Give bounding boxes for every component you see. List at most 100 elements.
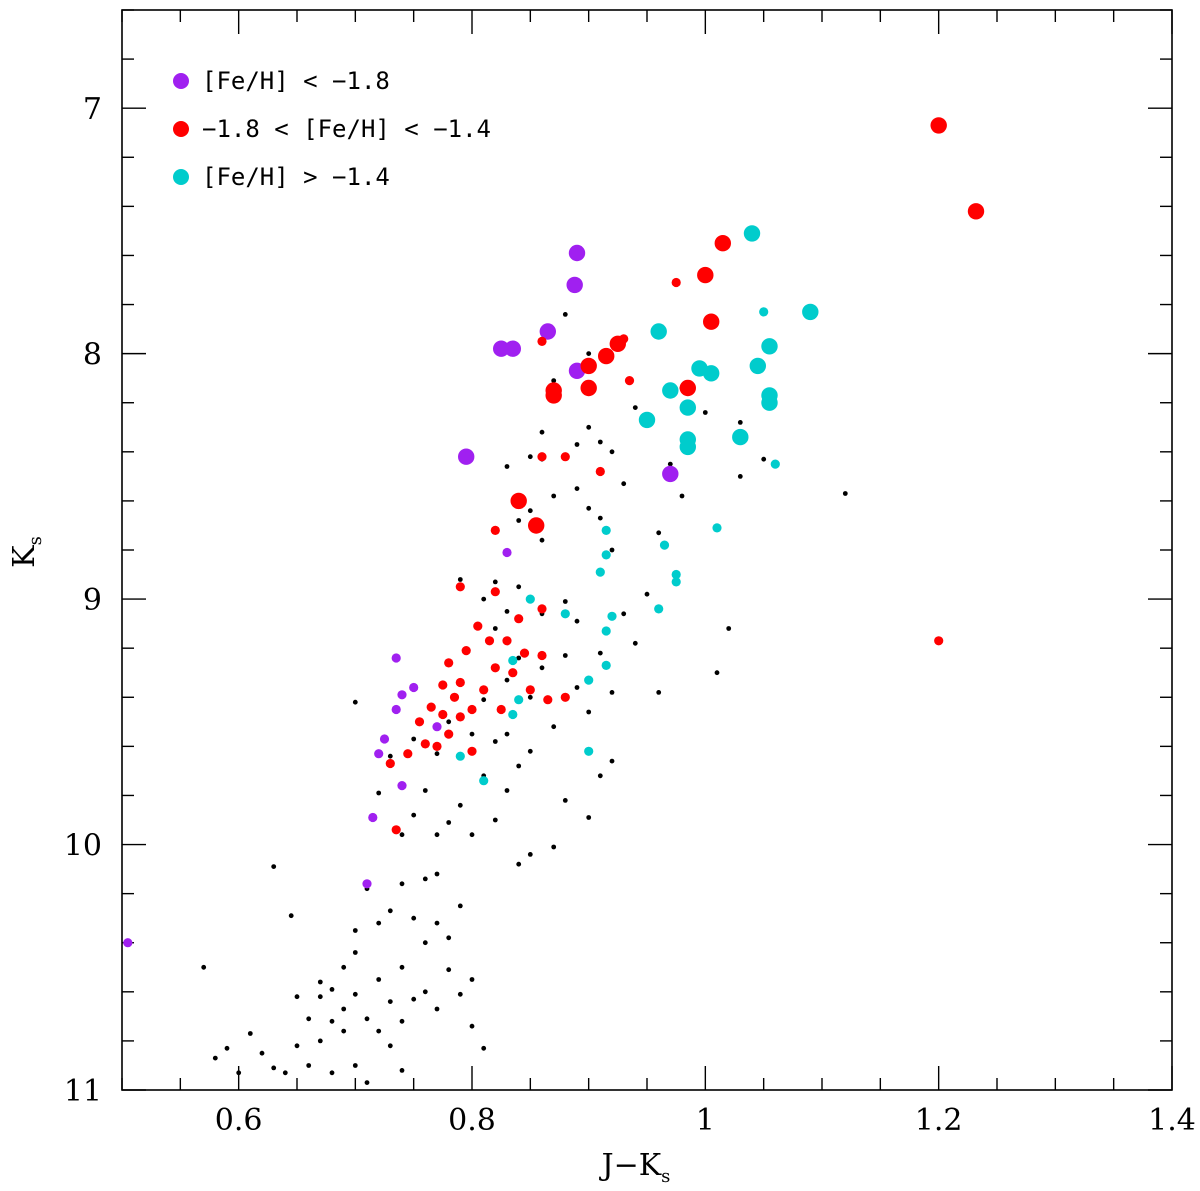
star-point-small bbox=[432, 741, 442, 752]
field-star-point bbox=[399, 832, 405, 838]
star-point-small bbox=[479, 776, 489, 786]
y-axis-label-main: K bbox=[7, 545, 42, 568]
field-star-point bbox=[422, 876, 428, 882]
star-point-large bbox=[732, 428, 749, 446]
field-star-point bbox=[644, 591, 650, 597]
field-star-point bbox=[504, 609, 510, 614]
field-star-point bbox=[842, 491, 848, 496]
star-point-large bbox=[679, 379, 696, 397]
field-star-point bbox=[586, 424, 592, 430]
star-point-large bbox=[539, 323, 556, 340]
field-star-point bbox=[271, 1065, 277, 1071]
field-star-point bbox=[376, 920, 382, 926]
legend-marker-metal-poor bbox=[173, 73, 189, 89]
star-point-small bbox=[379, 734, 390, 744]
field-star-point bbox=[434, 832, 440, 838]
data-points bbox=[123, 117, 985, 1085]
field-star-point bbox=[422, 989, 428, 995]
star-point-small bbox=[438, 680, 448, 690]
field-star-point bbox=[597, 515, 603, 521]
field-star-point bbox=[411, 812, 417, 818]
star-point-small bbox=[455, 677, 465, 688]
field-star-point bbox=[387, 908, 393, 914]
field-star-point bbox=[504, 464, 510, 469]
x-axis-label: J−Ks bbox=[599, 1148, 671, 1187]
star-point-small bbox=[519, 648, 530, 658]
star-point-large bbox=[510, 492, 527, 510]
field-star-point bbox=[317, 994, 323, 1000]
star-point-small bbox=[654, 604, 664, 614]
field-star-point bbox=[387, 1043, 393, 1049]
field-star-point bbox=[446, 935, 452, 941]
field-star-point bbox=[352, 928, 358, 933]
x-tick-label: 0.8 bbox=[448, 1103, 496, 1138]
legend-label-metal-poor: [Fe/H] < −1.8 bbox=[202, 67, 390, 95]
star-point-small bbox=[595, 466, 605, 477]
x-axis-label-sub: s bbox=[661, 1166, 670, 1187]
star-point-small bbox=[537, 604, 547, 614]
star-point-small bbox=[560, 609, 570, 619]
field-star-point bbox=[469, 1023, 475, 1029]
field-star-point bbox=[481, 1045, 487, 1051]
star-point-small bbox=[374, 749, 384, 759]
field-star-point bbox=[621, 611, 627, 617]
field-star-point bbox=[446, 820, 452, 825]
star-point-small bbox=[409, 682, 419, 693]
field-star-point bbox=[562, 798, 568, 803]
star-point-large bbox=[638, 411, 656, 429]
legend: [Fe/H] < −1.8 −1.8 < [Fe/H] < −1.4 [Fe/H… bbox=[173, 67, 491, 191]
star-point-large bbox=[458, 448, 475, 465]
field-star-point bbox=[737, 420, 743, 425]
field-star-point bbox=[562, 653, 568, 658]
field-star-point bbox=[586, 351, 592, 356]
field-star-point bbox=[364, 1080, 370, 1085]
star-point-small bbox=[479, 685, 489, 695]
star-point-large bbox=[802, 303, 819, 321]
star-point-small bbox=[362, 879, 372, 889]
star-point-small bbox=[671, 277, 681, 288]
star-point-small bbox=[391, 653, 401, 663]
field-star-point bbox=[574, 486, 580, 491]
field-star-point bbox=[679, 493, 685, 499]
legend-marker-metal-rich bbox=[173, 169, 189, 185]
star-point-large bbox=[493, 340, 510, 357]
field-star-point bbox=[469, 832, 475, 838]
star-point-small bbox=[461, 646, 471, 656]
star-point-small bbox=[414, 717, 425, 727]
star-point-small bbox=[525, 685, 535, 695]
star-point-large bbox=[930, 117, 947, 134]
field-star-point bbox=[632, 640, 638, 646]
x-tick-label: 1.4 bbox=[1148, 1103, 1196, 1138]
field-star-point bbox=[504, 788, 510, 793]
field-star-point bbox=[259, 1050, 265, 1056]
legend-marker-intermediate bbox=[173, 121, 189, 137]
star-point-small bbox=[934, 636, 944, 646]
star-point-small bbox=[601, 525, 611, 536]
field-star-point bbox=[609, 547, 615, 553]
star-point-large bbox=[566, 276, 583, 294]
x-tick-label: 1.2 bbox=[915, 1103, 963, 1138]
field-star-point bbox=[597, 439, 603, 445]
field-star-point bbox=[574, 442, 580, 447]
field-star-point bbox=[586, 505, 592, 511]
star-point-large bbox=[598, 347, 615, 365]
field-star-point bbox=[656, 690, 662, 695]
field-star-point bbox=[457, 802, 463, 808]
star-point-small bbox=[514, 695, 524, 705]
field-star-point bbox=[504, 677, 510, 683]
star-point-large bbox=[662, 465, 679, 483]
star-point-small bbox=[607, 611, 617, 621]
x-axis-label-main: J−K bbox=[599, 1148, 662, 1183]
field-star-point bbox=[352, 991, 358, 997]
star-point-small bbox=[432, 722, 442, 732]
axis-tick-labels: 0.6 0.8 1 1.2 1.4 7 8 9 10 11 bbox=[64, 92, 1196, 1138]
field-star-point bbox=[422, 788, 428, 793]
field-star-point bbox=[574, 618, 580, 624]
field-star-point bbox=[516, 763, 522, 769]
field-star-point bbox=[481, 697, 487, 703]
field-star-point bbox=[294, 994, 300, 1000]
star-point-large bbox=[967, 203, 985, 220]
star-point-small bbox=[712, 523, 722, 533]
field-star-point bbox=[329, 1018, 335, 1024]
field-star-point bbox=[469, 731, 475, 737]
